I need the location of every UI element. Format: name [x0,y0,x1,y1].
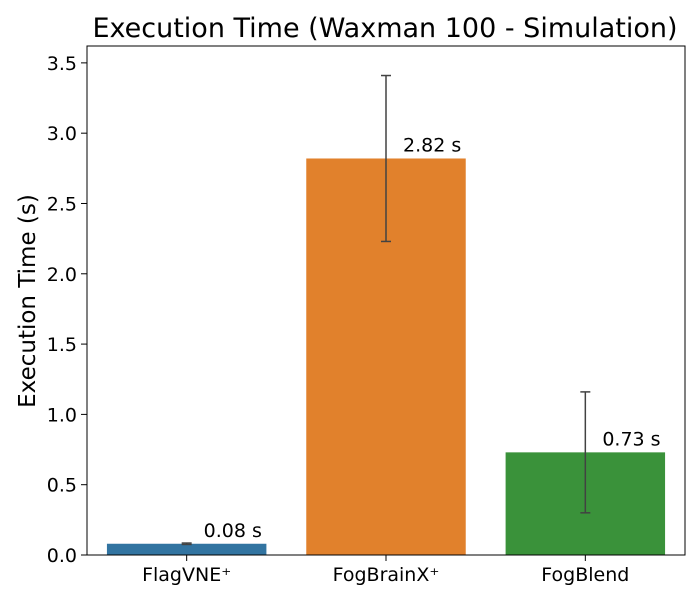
x-tick-label: FogBrainX⁺ [333,564,440,586]
plot-frame [86,45,686,556]
y-tick-label: 3.0 [47,123,77,145]
bar [106,543,267,555]
y-tick-label: 1.0 [47,404,77,426]
y-tick-label: 1.5 [47,334,77,356]
x-tick-label: FlagVNE⁺ [142,564,231,586]
data-label: 2.82 s [403,134,461,156]
x-axis-ticks: FlagVNE⁺ FogBrainX⁺ FogBlend [142,555,629,586]
x-tick-label: FogBlend [541,564,629,586]
chart-title: Execution Time (Waxman 100 - Simulation) [92,13,677,44]
data-label: 0.73 s [602,428,660,450]
y-tick-label: 0.5 [47,475,77,497]
y-tick-label: 3.5 [47,53,77,75]
data-label: 0.08 s [204,520,262,542]
y-tick-label: 0.0 [47,545,77,567]
y-axis-label: Execution Time (s) [15,194,41,408]
data-labels-layer: 0.08 s 2.82 s 0.73 s [204,134,661,541]
y-tick-label: 2.0 [47,264,77,286]
y-axis-ticks: 0.0 0.5 1.0 1.5 2.0 2.5 3.0 3.5 [47,53,87,567]
error-bars-layer [181,74,591,546]
y-tick-label: 2.5 [47,193,77,215]
